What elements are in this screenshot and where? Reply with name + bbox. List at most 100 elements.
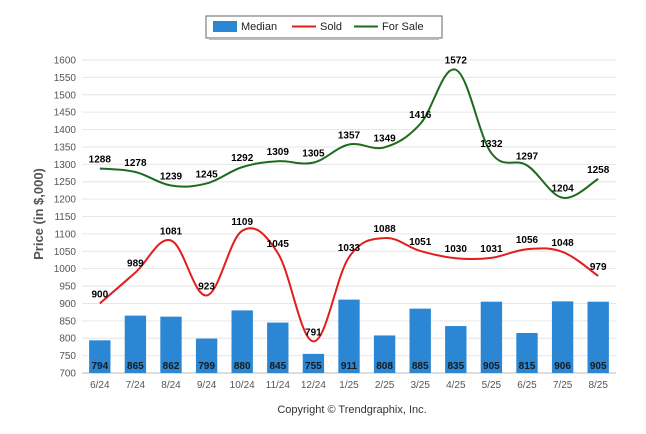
- sold-point-label: 1056: [516, 235, 539, 246]
- axis: 700 750 800 850 900 950 1000 1050 1100 1150 1200 12…: [54, 56, 616, 391]
- x-tick-label: 2/25: [375, 380, 395, 391]
- for-sale-point-label: 1416: [409, 110, 432, 121]
- for-sale-point-label: 1349: [373, 133, 396, 144]
- median-bar-label: 835: [447, 361, 464, 372]
- copyright-text: Copyright © Trendgraphix, Inc.: [277, 404, 426, 416]
- x-tick-label: 7/24: [126, 380, 146, 391]
- y-tick-label: 1350: [54, 142, 77, 153]
- median-bar: [587, 301, 609, 373]
- sold-point-label: 923: [198, 281, 215, 292]
- for-sale-line: [99, 68, 599, 199]
- for-sale-point-label: 1305: [302, 149, 325, 160]
- legend-median-swatch: [213, 21, 237, 32]
- median-bar-label: 905: [483, 361, 500, 372]
- median-bar: [516, 333, 538, 373]
- line-series: [99, 68, 599, 343]
- median-bar-label: 815: [519, 361, 536, 372]
- x-tick-label: 12/24: [301, 380, 326, 391]
- y-tick-label: 750: [59, 351, 76, 362]
- median-bar: [302, 353, 325, 373]
- median-bar-label: 880: [234, 361, 251, 372]
- y-tick-label: 1250: [54, 177, 77, 188]
- median-bars: [89, 299, 609, 373]
- median-bar: [373, 335, 396, 373]
- sold-point-label: 1048: [551, 238, 574, 249]
- median-bar: [267, 322, 289, 373]
- median-bar-label: 885: [412, 361, 429, 372]
- median-bar: [445, 326, 467, 373]
- y-axis-label: Price (in $,000): [31, 168, 46, 260]
- sold-point-label: 1033: [338, 243, 361, 254]
- sold-point-label: 1045: [267, 239, 290, 250]
- x-tick-label: 8/25: [588, 380, 608, 391]
- sold-point-label: 900: [91, 289, 108, 300]
- x-tick-label: 5/25: [482, 380, 502, 391]
- median-bar: [480, 301, 503, 373]
- median-bar-label: 755: [305, 361, 322, 372]
- median-bar-label: 794: [91, 361, 108, 372]
- y-tick-label: 900: [59, 299, 76, 310]
- legend-median-label: Median: [241, 21, 277, 33]
- for-sale-point-label: 1245: [195, 169, 218, 180]
- x-tick-label: 1/25: [339, 380, 359, 391]
- x-tick-label: 4/25: [446, 380, 466, 391]
- median-bar: [551, 301, 574, 373]
- median-bar: [124, 315, 147, 373]
- median-bar-label: 808: [376, 361, 393, 372]
- for-sale-point-label: 1204: [551, 184, 574, 195]
- median-bar: [195, 338, 218, 373]
- for-sale-point-label: 1297: [516, 151, 539, 162]
- sold-point-label: 989: [127, 258, 144, 269]
- median-bar-label: 799: [198, 361, 215, 372]
- for-sale-point-label: 1572: [445, 56, 468, 67]
- x-tick-label: 8/24: [161, 380, 181, 391]
- sold-point-label: 1081: [160, 226, 183, 237]
- x-tick-label: 7/25: [553, 380, 573, 391]
- median-bar: [338, 299, 360, 373]
- for-sale-point-label: 1357: [338, 131, 361, 142]
- median-bar: [409, 308, 431, 373]
- y-tick-label: 1450: [54, 108, 77, 119]
- x-tick-label: 6/25: [517, 380, 537, 391]
- x-tick-label: 9/24: [197, 380, 217, 391]
- median-bar: [89, 340, 111, 373]
- y-tick-label: 1550: [54, 73, 77, 84]
- for-sale-point-label: 1278: [124, 158, 147, 169]
- for-sale-point-label: 1258: [587, 165, 610, 176]
- y-tick-label: 1100: [54, 229, 76, 240]
- x-tick-label: 11/24: [266, 380, 291, 391]
- legend-for-sale-label: For Sale: [382, 21, 424, 33]
- median-bar: [231, 310, 253, 373]
- for-sale-point-label: 1288: [89, 155, 112, 166]
- y-tick-label: 1400: [54, 125, 77, 136]
- median-bar-label: 862: [163, 361, 180, 372]
- sold-point-label: 791: [305, 327, 322, 338]
- sold-line: [99, 227, 599, 343]
- for-sale-point-label: 1239: [160, 172, 183, 183]
- sold-point-label: 1109: [231, 217, 253, 228]
- y-tick-label: 1050: [54, 247, 77, 258]
- for-sale-point-label: 1332: [480, 139, 503, 150]
- x-tick-label: 6/24: [90, 380, 110, 391]
- y-tick-label: 1150: [54, 212, 76, 223]
- y-tick-label: 1500: [54, 90, 77, 101]
- y-tick-label: 700: [59, 369, 76, 380]
- sold-point-label: 1030: [445, 244, 468, 255]
- y-tick-label: 1600: [54, 56, 77, 67]
- median-bar-label: 845: [269, 361, 286, 372]
- for-sale-point-label: 1309: [267, 147, 290, 158]
- legend-sold-label: Sold: [320, 21, 342, 33]
- sold-point-label: 1051: [409, 237, 432, 248]
- sold-point-label: 1088: [373, 224, 396, 235]
- median-bar-label: 905: [590, 361, 607, 372]
- y-tick-label: 1300: [54, 160, 77, 171]
- for-sale-point-label: 1292: [231, 153, 254, 164]
- y-tick-label: 800: [59, 334, 76, 345]
- y-tick-label: 850: [59, 316, 76, 327]
- sold-point-label: 979: [590, 262, 607, 273]
- x-tick-label: 3/25: [410, 380, 430, 391]
- gridlines: [82, 59, 616, 374]
- median-bar-label: 906: [554, 361, 571, 372]
- y-tick-label: 1000: [54, 264, 77, 275]
